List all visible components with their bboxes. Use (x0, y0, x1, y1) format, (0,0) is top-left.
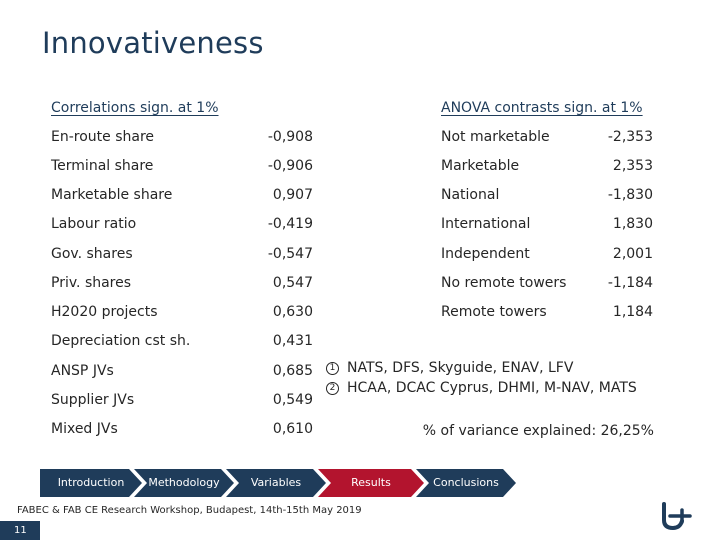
row-value: 0,630 (272, 304, 313, 320)
row-value: -0,906 (267, 158, 313, 174)
footnote-text: HCAA, DCAC Cyprus, DHMI, M-NAV, MATS (347, 380, 637, 396)
nav-label: Results (351, 476, 391, 489)
row-value: 0,549 (272, 392, 313, 408)
row-value: 0,431 (272, 333, 313, 349)
row-value: 0,547 (272, 275, 313, 291)
nav-variables[interactable]: Variables (226, 469, 326, 497)
nav-label: Conclusions (433, 476, 499, 489)
section-navigation: Introduction Methodology Variables Resul… (40, 469, 540, 497)
row-label: Terminal share (51, 158, 154, 174)
nav-results[interactable]: Results (318, 469, 424, 497)
row-value: -0,908 (267, 129, 313, 145)
footnote: 1 NATS, DFS, Skyguide, ENAV, LFV (324, 358, 637, 378)
row-label: Supplier JVs (51, 392, 135, 408)
circled-number-icon: 1 (326, 361, 339, 375)
row-value: -1,184 (607, 275, 653, 291)
correlations-heading: Correlations sign. at 1% (51, 100, 219, 116)
anova-heading: ANOVA contrasts sign. at 1% (441, 100, 643, 116)
row-value: 2,353 (612, 158, 653, 174)
row-label: En-route share (51, 129, 155, 145)
nav-conclusions[interactable]: Conclusions (416, 469, 516, 497)
row-label: National (441, 187, 500, 203)
row-label: Labour ratio (51, 216, 137, 232)
row-value: -0,547 (267, 246, 313, 262)
row-value: -1,830 (607, 187, 653, 203)
footnote: 2 HCAA, DCAC Cyprus, DHMI, M-NAV, MATS (324, 378, 637, 398)
page-title: Innovativeness (42, 26, 264, 60)
row-label: Gov. shares (51, 246, 133, 262)
row-label: Marketable share (51, 187, 173, 203)
row-value: 0,907 (272, 187, 313, 203)
row-value: 0,685 (272, 363, 313, 379)
footnote-text: NATS, DFS, Skyguide, ENAV, LFV (347, 360, 574, 376)
page-number: 11 (0, 521, 40, 540)
nav-label: Methodology (148, 476, 220, 489)
row-value: 0,610 (272, 421, 313, 437)
variance-explained: % of variance explained: 26,25% (422, 423, 654, 439)
row-label: Mixed JVs (51, 421, 118, 437)
nav-methodology[interactable]: Methodology (134, 469, 234, 497)
row-value: -0,419 (267, 216, 313, 232)
row-label: Priv. shares (51, 275, 132, 291)
nav-introduction[interactable]: Introduction (40, 469, 142, 497)
university-logo-icon (662, 502, 692, 531)
row-label: ANSP JVs (51, 363, 114, 379)
footnotes: 1 NATS, DFS, Skyguide, ENAV, LFV 2 HCAA,… (324, 358, 637, 398)
row-label: Marketable (441, 158, 520, 174)
row-value: -2,353 (607, 129, 653, 145)
row-value: 2,001 (612, 246, 653, 262)
row-label: Remote towers (441, 304, 547, 320)
circled-number-icon: 2 (326, 381, 339, 395)
row-label: Depreciation cst sh. (51, 333, 191, 349)
row-label: Independent (441, 246, 530, 262)
nav-label: Introduction (57, 476, 125, 489)
row-value: 1,830 (612, 216, 653, 232)
footer-text: FABEC & FAB CE Research Workshop, Budape… (17, 505, 362, 516)
row-label: International (441, 216, 531, 232)
row-label: Not marketable (441, 129, 550, 145)
row-label: No remote towers (441, 275, 567, 291)
row-label: H2020 projects (51, 304, 158, 320)
row-value: 1,184 (612, 304, 653, 320)
nav-label: Variables (250, 476, 302, 489)
